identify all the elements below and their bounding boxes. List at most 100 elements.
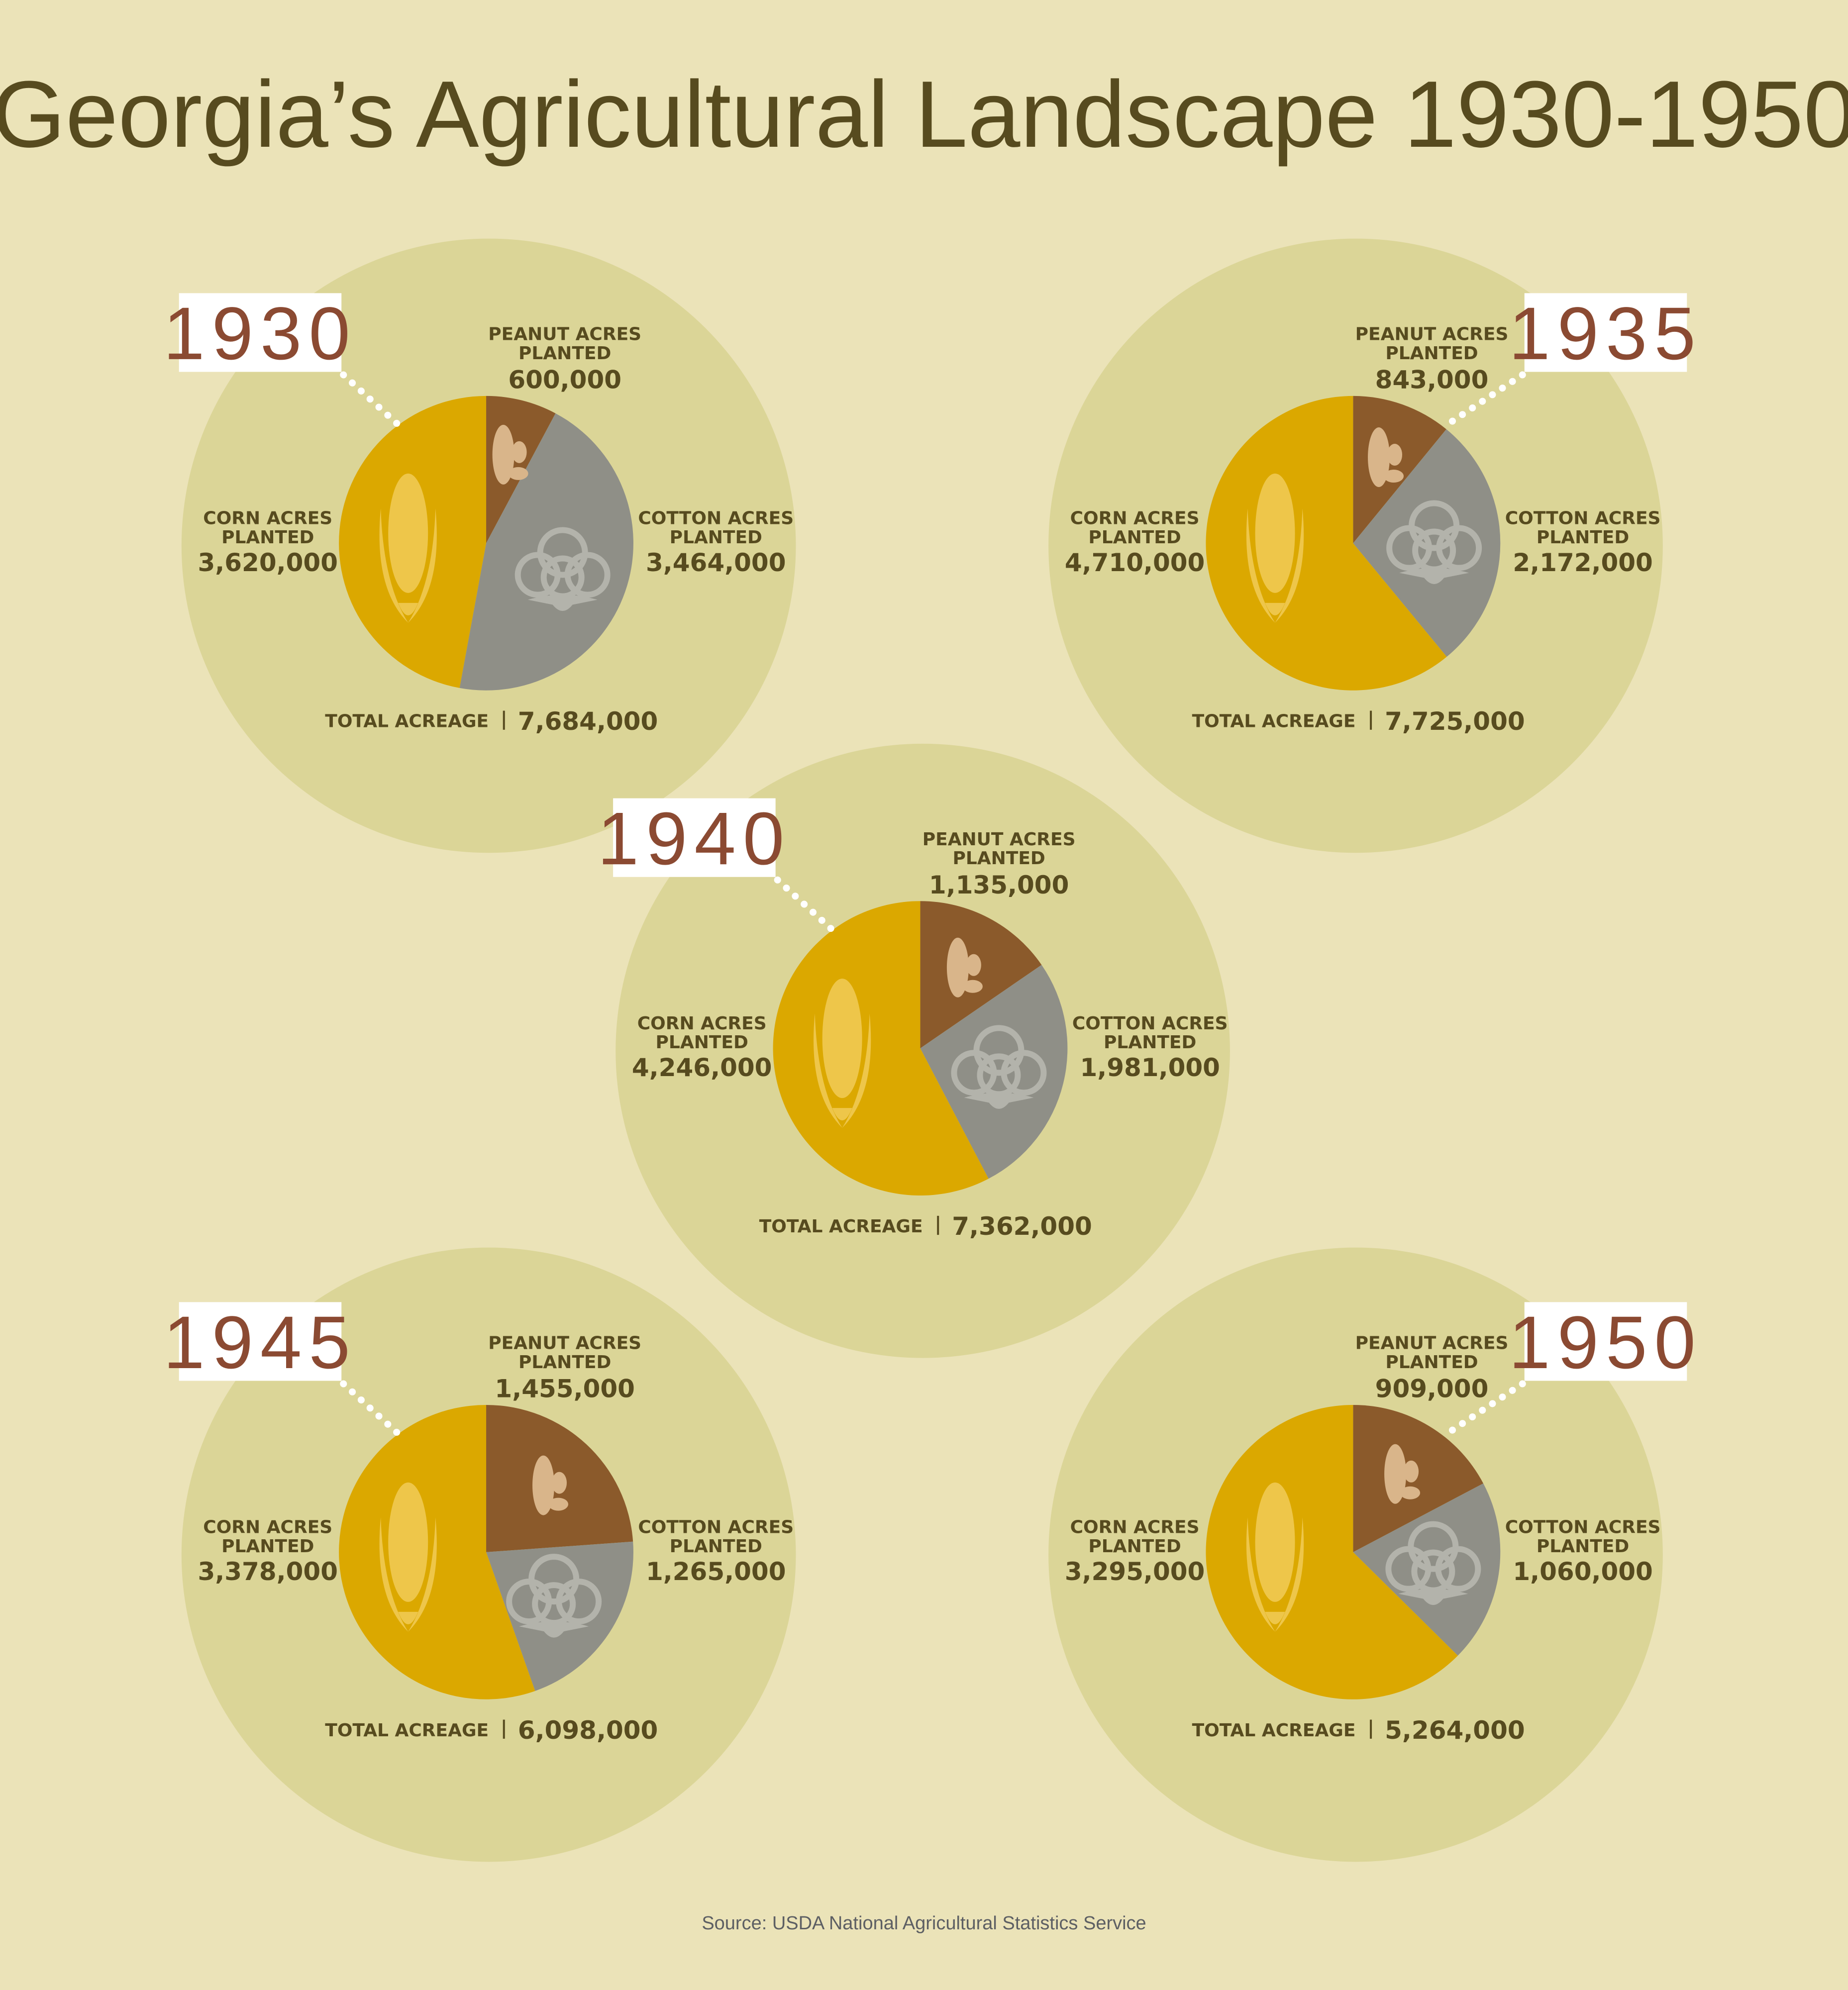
year-label: 1945: [163, 1300, 357, 1384]
total-value: 6,098,000: [518, 1716, 658, 1745]
year-box: [179, 293, 342, 372]
cotton-value: 2,172,000: [1513, 548, 1653, 577]
pie-slice-corn: [1206, 396, 1447, 691]
peanut-value: 843,000: [1375, 366, 1489, 395]
cotton-icon: [506, 1554, 602, 1638]
cotton-label: PLANTED: [1104, 1032, 1196, 1053]
year-box: [179, 1302, 342, 1381]
pie-slice-peanut: [920, 901, 1042, 1049]
cotton-value: 3,464,000: [646, 548, 786, 577]
peanut-value: 1,135,000: [929, 871, 1069, 899]
peanut-label: PLANTED: [952, 848, 1045, 869]
peanut-label: PLANTED: [518, 1352, 611, 1373]
corn-value: 3,378,000: [198, 1557, 338, 1586]
peanut-label: PEANUT ACRES: [923, 829, 1076, 850]
year-label: 1950: [1509, 1300, 1703, 1384]
cotton-value: 1,981,000: [1080, 1053, 1220, 1082]
leader-dots: [340, 1380, 401, 1437]
corn-label: CORN ACRES: [203, 508, 332, 529]
corn-icon: [379, 473, 437, 623]
corn-icon: [1246, 473, 1304, 623]
pie-slice-cotton: [486, 1541, 633, 1691]
cotton-label: PLANTED: [670, 527, 762, 548]
cotton-label: COTTON ACRES: [1072, 1013, 1228, 1034]
peanut-label: PEANUT ACRES: [1355, 1333, 1509, 1354]
cotton-label: PLANTED: [1537, 1536, 1629, 1557]
total-label: TOTAL ACREAGE: [759, 1216, 923, 1237]
peanut-icon: [1384, 1444, 1421, 1504]
page-title: Georgia’s Agricultural Landscape 1930-19…: [0, 62, 1848, 167]
leader-dots: [1444, 1380, 1526, 1437]
cotton-icon: [951, 1025, 1047, 1109]
total-label: TOTAL ACREAGE: [1192, 1720, 1356, 1741]
corn-label: PLANTED: [656, 1032, 748, 1053]
total-value: 7,725,000: [1385, 707, 1525, 736]
peanut-icon: [1368, 427, 1404, 488]
cotton-icon: [1386, 500, 1482, 585]
corn-value: 4,710,000: [1065, 548, 1205, 577]
peanut-label: PLANTED: [1385, 343, 1478, 364]
total-value: 5,264,000: [1385, 1716, 1525, 1745]
cotton-label: COTTON ACRES: [1505, 508, 1661, 529]
peanut-label: PLANTED: [518, 343, 611, 364]
peanut-label: PEANUT ACRES: [1355, 324, 1509, 345]
peanut-label: PLANTED: [1385, 1352, 1478, 1373]
total-label: TOTAL ACREAGE: [325, 711, 489, 732]
corn-label: PLANTED: [221, 1536, 314, 1557]
year-box: [1524, 1302, 1687, 1381]
year-box: [613, 798, 776, 877]
cotton-icon: [1385, 1521, 1481, 1605]
leader-dots: [774, 876, 835, 933]
total-label: TOTAL ACREAGE: [1192, 711, 1356, 732]
year-label: 1940: [598, 796, 792, 880]
peanut-icon: [532, 1455, 569, 1515]
pie-slice-corn: [1206, 1404, 1458, 1699]
cotton-label: COTTON ACRES: [638, 508, 794, 529]
corn-icon: [813, 979, 871, 1128]
corn-value: 4,246,000: [632, 1053, 772, 1082]
peanut-value: 600,000: [508, 366, 621, 395]
corn-label: CORN ACRES: [637, 1013, 767, 1034]
corn-label: CORN ACRES: [1070, 508, 1200, 529]
year-label: 1935: [1509, 292, 1703, 375]
pie-slice-corn: [773, 901, 989, 1196]
peanut-icon: [946, 937, 983, 997]
peanut-label: PEANUT ACRES: [488, 1333, 641, 1354]
corn-label: PLANTED: [1088, 1536, 1181, 1557]
pie-slice-cotton: [459, 413, 633, 691]
cotton-label: PLANTED: [1537, 527, 1629, 548]
cotton-label: COTTON ACRES: [1505, 1517, 1661, 1538]
cotton-value: 1,265,000: [646, 1557, 786, 1586]
cotton-icon: [514, 527, 611, 611]
total-value: 7,362,000: [952, 1212, 1092, 1241]
total-value: 7,684,000: [518, 707, 658, 736]
cotton-value: 1,060,000: [1513, 1557, 1653, 1586]
pie-slice-corn: [339, 1404, 535, 1699]
year-label: 1930: [163, 292, 357, 375]
corn-label: CORN ACRES: [1070, 1517, 1200, 1538]
corn-label: CORN ACRES: [203, 1517, 332, 1538]
cotton-label: COTTON ACRES: [638, 1517, 794, 1538]
pie-slice-peanut: [1353, 1404, 1484, 1552]
corn-icon: [1246, 1482, 1304, 1632]
peanut-label: PEANUT ACRES: [488, 324, 641, 345]
peanut-icon: [492, 424, 528, 485]
peanut-value: 1,455,000: [495, 1375, 635, 1403]
total-label: TOTAL ACREAGE: [325, 1720, 489, 1741]
peanut-value: 909,000: [1375, 1375, 1489, 1403]
corn-value: 3,295,000: [1065, 1557, 1205, 1586]
corn-value: 3,620,000: [198, 548, 338, 577]
source-note: Source: USDA National Agricultural Stati…: [702, 1913, 1146, 1934]
leader-dots: [1444, 371, 1526, 428]
cotton-label: PLANTED: [670, 1536, 762, 1557]
year-box: [1524, 293, 1687, 372]
corn-label: PLANTED: [1088, 527, 1181, 548]
corn-label: PLANTED: [221, 527, 314, 548]
